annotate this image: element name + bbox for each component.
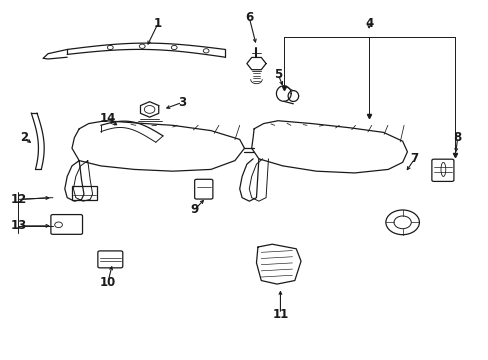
FancyBboxPatch shape	[431, 159, 453, 181]
Ellipse shape	[440, 162, 445, 176]
Text: 4: 4	[364, 17, 372, 30]
Circle shape	[171, 45, 177, 50]
Circle shape	[393, 216, 410, 229]
FancyBboxPatch shape	[72, 186, 97, 201]
Text: 14: 14	[100, 112, 116, 125]
Text: 1: 1	[154, 17, 162, 30]
Text: 3: 3	[178, 96, 186, 109]
Text: 11: 11	[272, 307, 288, 320]
Text: 6: 6	[244, 11, 253, 24]
Circle shape	[55, 222, 62, 228]
Circle shape	[203, 49, 208, 53]
Circle shape	[385, 210, 419, 235]
FancyBboxPatch shape	[194, 179, 212, 199]
Text: 13: 13	[11, 219, 27, 232]
Text: 10: 10	[100, 276, 116, 289]
Circle shape	[144, 105, 155, 113]
Text: 7: 7	[410, 152, 418, 165]
Text: 2: 2	[20, 131, 28, 144]
Circle shape	[107, 45, 113, 50]
Text: 12: 12	[11, 193, 27, 206]
FancyBboxPatch shape	[98, 251, 122, 268]
FancyBboxPatch shape	[51, 215, 82, 234]
Text: 5: 5	[273, 68, 282, 81]
Text: 8: 8	[453, 131, 461, 144]
Text: 9: 9	[190, 203, 198, 216]
Circle shape	[139, 44, 145, 48]
